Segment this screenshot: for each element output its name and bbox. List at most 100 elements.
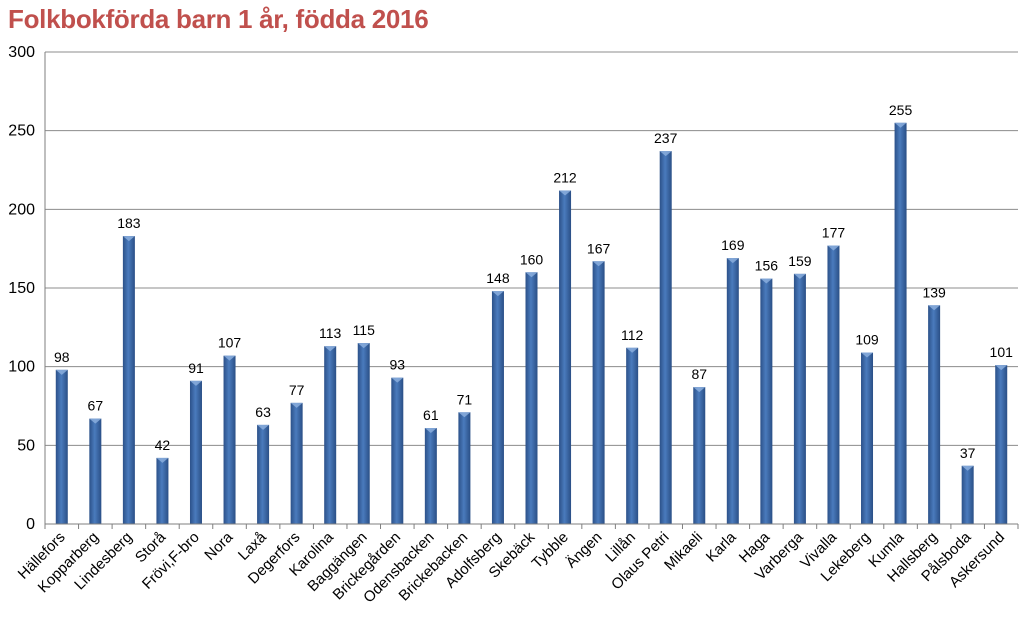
data-label: 255: [889, 102, 913, 118]
bar-bevel: [894, 122, 907, 128]
data-label: 148: [486, 270, 510, 286]
bar-bevel: [424, 428, 437, 434]
y-tick-label: 150: [8, 280, 35, 297]
data-label: 91: [188, 360, 204, 376]
x-tick-label: Ängen: [563, 529, 606, 572]
data-label: 183: [117, 215, 141, 231]
y-tick-label: 0: [26, 516, 35, 533]
y-tick-label: 250: [8, 123, 35, 140]
x-tick-label: Mikaeli: [661, 529, 706, 574]
data-label: 156: [755, 258, 779, 274]
bar: [189, 380, 202, 524]
bar: [928, 305, 941, 524]
bar: [861, 352, 874, 524]
bar-bevel: [391, 377, 404, 383]
data-label: 67: [88, 398, 104, 414]
bar: [122, 236, 135, 524]
x-tick-label: Karla: [703, 528, 740, 565]
bar-bevel: [760, 278, 773, 284]
bar-bevel: [626, 347, 639, 353]
data-label: 63: [255, 404, 271, 420]
bar-bevel: [458, 412, 471, 418]
bar-bevel: [693, 387, 706, 393]
data-label: 98: [54, 349, 70, 365]
bar: [324, 346, 337, 524]
data-label: 237: [654, 130, 678, 146]
chart-title: Folkbokförda barn 1 år, födda 2016: [8, 4, 429, 34]
y-tick-label: 200: [8, 201, 35, 218]
bar-bevel: [525, 272, 538, 278]
bar-bevel: [726, 258, 739, 264]
data-label: 42: [155, 437, 171, 453]
bar: [760, 278, 773, 524]
data-label: 109: [855, 332, 879, 348]
bar-bevel: [156, 457, 169, 463]
bar: [89, 418, 102, 524]
bar-bevel: [559, 190, 572, 196]
bar-bevel: [223, 355, 236, 361]
bar: [827, 245, 840, 524]
data-label: 77: [289, 382, 305, 398]
bar-bevel: [324, 346, 337, 352]
bar-bevel: [89, 418, 102, 424]
bar: [525, 272, 538, 524]
x-tick-label: Tybble: [529, 529, 572, 572]
bar: [559, 190, 572, 524]
bar: [424, 428, 437, 524]
bar-bevel: [357, 343, 370, 349]
bar: [223, 355, 236, 524]
data-label: 61: [423, 407, 439, 423]
bar: [726, 258, 739, 524]
data-label: 71: [457, 391, 473, 407]
data-label: 113: [319, 325, 342, 341]
data-label: 115: [353, 322, 376, 338]
bar-bevel: [861, 352, 874, 358]
bar: [458, 412, 471, 524]
bar: [55, 369, 68, 524]
bar-bevel: [592, 261, 605, 267]
bar-bevel: [122, 236, 135, 242]
data-label: 160: [520, 251, 544, 267]
bar-bevel: [491, 291, 504, 297]
bar: [659, 151, 672, 524]
bar: [391, 377, 404, 524]
data-label: 159: [788, 253, 812, 269]
y-tick-label: 100: [8, 359, 35, 376]
bar: [995, 365, 1008, 524]
data-label: 167: [587, 240, 611, 256]
bar-bevel: [189, 380, 202, 386]
bar-bevel: [55, 369, 68, 375]
data-label: 112: [621, 327, 644, 343]
bar: [290, 402, 303, 524]
bar: [257, 424, 270, 524]
y-tick-label: 50: [17, 437, 35, 454]
y-tick-label: 300: [8, 44, 35, 61]
data-label: 139: [922, 284, 946, 300]
bar: [626, 347, 639, 524]
bar: [793, 273, 806, 524]
bar: [491, 291, 504, 524]
data-label: 37: [960, 445, 976, 461]
data-label: 101: [990, 344, 1014, 360]
bar-bevel: [928, 305, 941, 311]
data-label: 93: [390, 357, 406, 373]
bar-bevel: [659, 151, 672, 157]
x-tick-label: Nora: [201, 528, 236, 563]
bar-bevel: [793, 273, 806, 279]
bar: [894, 122, 907, 525]
data-label: 87: [691, 366, 707, 382]
bar: [156, 457, 169, 524]
bar: [357, 343, 370, 524]
bar-bevel: [961, 465, 974, 471]
bar: [592, 261, 605, 524]
data-label: 212: [553, 169, 577, 185]
bar-bevel: [257, 424, 270, 430]
bar-bevel: [290, 402, 303, 408]
bar-bevel: [995, 365, 1008, 371]
bar-bevel: [827, 245, 840, 251]
data-label: 169: [721, 237, 745, 253]
data-label: 107: [218, 335, 242, 351]
data-label: 177: [822, 225, 846, 241]
bar: [693, 387, 706, 524]
